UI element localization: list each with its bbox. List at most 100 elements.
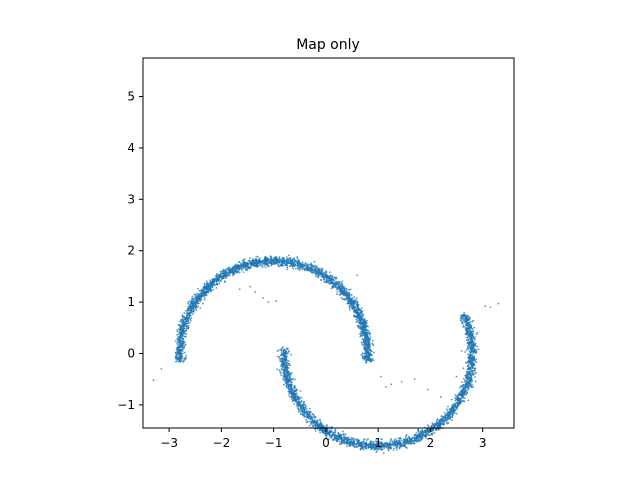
data-point: [474, 376, 476, 378]
data-point: [473, 338, 476, 341]
data-point: [370, 357, 373, 360]
data-point: [471, 328, 474, 331]
data-point: [184, 318, 187, 321]
data-point: [471, 348, 474, 351]
data-point: [365, 332, 368, 335]
data-point: [344, 442, 346, 445]
data-point: [462, 387, 465, 389]
data-point: [183, 323, 185, 325]
data-point: [264, 260, 267, 263]
data-point: [210, 282, 212, 285]
data-point: [346, 439, 349, 442]
data-point: [313, 420, 316, 422]
data-point: [340, 297, 343, 299]
data-point: [382, 452, 385, 454]
data-point: [351, 442, 354, 445]
data-point: [408, 436, 411, 438]
data-point: [468, 350, 471, 353]
data-point: [289, 389, 291, 392]
data-point: [286, 348, 289, 351]
data-point: [307, 410, 310, 413]
data-point: [304, 267, 306, 270]
data-point: [287, 380, 290, 383]
data-point: [338, 286, 340, 288]
data-point: [361, 332, 363, 335]
data-point: [250, 263, 252, 266]
data-point: [192, 306, 195, 309]
data-point: [298, 269, 301, 272]
data-point: [276, 355, 279, 358]
data-point: [352, 304, 355, 307]
data-point: [360, 325, 362, 328]
data-point: [475, 358, 478, 361]
data-point: [435, 429, 438, 432]
data-point: [234, 265, 236, 268]
data-point: [266, 260, 269, 263]
data-point: [244, 265, 247, 268]
data-point: [186, 309, 189, 312]
data-point: [257, 258, 260, 261]
data-point: [334, 284, 336, 286]
data-point: [341, 285, 344, 288]
data-point: [457, 393, 460, 396]
data-point: [285, 260, 288, 263]
data-point: [403, 443, 406, 445]
data-point: [343, 291, 346, 294]
data-point: [342, 433, 345, 436]
data-point: [337, 435, 340, 438]
data-point: [280, 348, 283, 351]
data-point: [283, 349, 285, 352]
data-point: [282, 357, 285, 360]
data-point: [183, 315, 186, 318]
data-point: [217, 273, 219, 276]
data-point: [372, 351, 375, 354]
data-point: [310, 422, 312, 424]
data-point: [347, 296, 349, 299]
data-point: [372, 343, 374, 346]
data-point: [420, 430, 422, 432]
data-point: [197, 287, 199, 290]
data-point: [362, 357, 365, 360]
data-point: [285, 366, 288, 369]
data-point: [211, 279, 214, 282]
data-point: [218, 275, 220, 278]
data-point: [455, 412, 458, 415]
data-point: [415, 432, 418, 434]
data-point: [325, 270, 327, 273]
data-point: [357, 445, 359, 448]
data-point: [469, 345, 472, 348]
data-point: [189, 318, 192, 321]
data-point: [255, 259, 258, 262]
data-point: [284, 373, 286, 376]
data-point: [218, 274, 221, 276]
data-point: [350, 436, 353, 439]
data-point: [426, 433, 429, 435]
data-point: [308, 407, 311, 410]
data-point: [347, 288, 350, 291]
data-point: [363, 332, 366, 335]
data-point: [347, 291, 350, 294]
data-point: [338, 282, 341, 285]
data-point: [405, 442, 408, 445]
data-point: [198, 289, 201, 292]
data-point: [377, 448, 379, 451]
data-point: [337, 433, 340, 436]
data-point: [468, 342, 471, 345]
data-point: [289, 265, 292, 267]
data-point: [182, 320, 185, 322]
data-point: [208, 282, 211, 284]
data-point: [199, 289, 202, 292]
data-point: [207, 288, 209, 290]
data-point: [360, 307, 363, 310]
data-point: [463, 397, 466, 400]
data-point: [328, 434, 331, 437]
data-point: [344, 293, 346, 296]
data-point: [369, 353, 372, 355]
data-point: [262, 259, 265, 262]
data-point: [209, 286, 212, 289]
data-point: [293, 390, 296, 393]
data-point: [291, 400, 294, 402]
data-point: [299, 413, 302, 415]
data-point: [335, 440, 338, 443]
data-point: [342, 430, 344, 433]
